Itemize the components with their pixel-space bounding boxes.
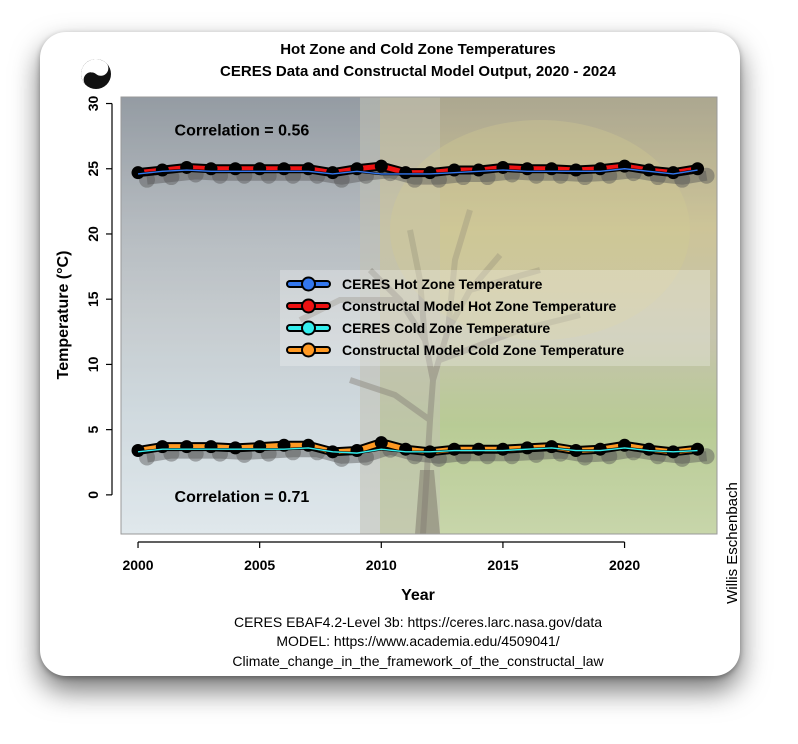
series-point-1 (374, 159, 388, 173)
series-point-1 (472, 163, 486, 177)
series-point-3 (472, 442, 486, 456)
y-axis-label: Temperature (°C) (55, 251, 72, 380)
series-point-1 (131, 166, 145, 180)
series-point-1 (666, 166, 680, 180)
legend-entry: CERES Cold Zone Temperature (342, 320, 550, 336)
series-point-1 (326, 166, 340, 180)
series-point-3 (350, 444, 364, 458)
series-point-3 (496, 442, 510, 456)
correlation-annotation: Correlation = 0.71 (175, 489, 310, 506)
series-point-3 (545, 440, 559, 454)
x-tick-label: 2020 (609, 557, 640, 573)
x-tick-label: 2005 (244, 557, 275, 573)
series-point-3 (618, 438, 632, 452)
series-point-1 (569, 163, 583, 177)
series-point-1 (228, 162, 242, 176)
series-point-3 (447, 442, 461, 456)
series-point-3 (691, 442, 705, 456)
series-point-1 (350, 162, 364, 176)
series-point-3 (155, 440, 169, 454)
chart-title: Hot Zone and Cold Zone Temperatures (280, 41, 556, 58)
x-axis: 2000 2005 2010 2015 2020 (122, 541, 640, 573)
series-point-3 (180, 440, 194, 454)
author-signature: Willis Eschenbach (724, 482, 741, 604)
source-line-1: CERES EBAF4.2-Level 3b: https://ceres.la… (234, 614, 602, 630)
series-point-1 (593, 162, 607, 176)
chart-subtitle: CERES Data and Constructal Model Output,… (220, 63, 617, 80)
series-point-3 (593, 442, 607, 456)
series-point-1 (691, 162, 705, 176)
legend-swatch-point (301, 342, 316, 358)
logo-icon (81, 59, 111, 89)
series-shadow-line (146, 168, 708, 185)
source-line-3: Climate_change_in_the_framework_of_the_c… (232, 653, 604, 669)
series-point-3 (131, 444, 145, 458)
source-line-2: MODEL: https://www.academia.edu/4509041/ (276, 633, 559, 649)
correlation-annotation: Correlation = 0.56 (175, 123, 310, 140)
series-point-3 (253, 440, 267, 454)
series-point-3 (374, 436, 388, 450)
series-point-1 (447, 163, 461, 177)
y-axis: 0 5 10 15 20 25 30 (85, 96, 113, 499)
series-point-1 (180, 160, 194, 174)
series-point-1 (545, 162, 559, 176)
legend: CERES Hot Zone Temperature Constructal Mo… (280, 270, 710, 366)
series-point-3 (228, 441, 242, 455)
plot-border (120, 96, 718, 535)
series-point-3 (520, 441, 534, 455)
series-point-1 (277, 162, 291, 176)
series-point-1 (155, 163, 169, 177)
series-point-3 (204, 440, 218, 454)
legend-swatch-point (301, 320, 316, 336)
series-point-1 (301, 162, 315, 176)
x-axis-label: Year (401, 587, 435, 604)
series-point-3 (399, 442, 413, 456)
series-point-1 (618, 159, 632, 173)
series-point-1 (520, 162, 534, 176)
series-point-1 (423, 166, 437, 180)
series-point-1 (642, 163, 656, 177)
legend-entry: CERES Hot Zone Temperature (342, 276, 543, 292)
y-tick-label: 30 (85, 96, 101, 112)
x-tick-label: 2015 (487, 557, 518, 573)
y-tick-label: 10 (85, 356, 101, 372)
series-line-2 (137, 447, 698, 454)
series-shadow-line (146, 444, 708, 464)
series-line-0 (137, 168, 698, 175)
series-point-1 (399, 166, 413, 180)
legend-swatch-point (301, 276, 316, 292)
legend-entry: Constructal Model Hot Zone Temperature (342, 298, 617, 314)
series-point-1 (496, 160, 510, 174)
y-tick-label: 5 (85, 426, 101, 434)
y-tick-label: 0 (85, 491, 101, 499)
series-point-1 (253, 162, 267, 176)
y-tick-label: 15 (85, 291, 101, 307)
legend-swatch-point (301, 298, 316, 314)
series-point-3 (642, 442, 656, 456)
x-tick-label: 2010 (366, 557, 397, 573)
y-tick-label: 20 (85, 226, 101, 242)
series-point-1 (204, 162, 218, 176)
legend-entry: Constructal Model Cold Zone Temperature (342, 342, 624, 358)
y-tick-label: 25 (85, 161, 101, 177)
x-tick-label: 2000 (122, 557, 153, 573)
series-lines (131, 159, 705, 459)
